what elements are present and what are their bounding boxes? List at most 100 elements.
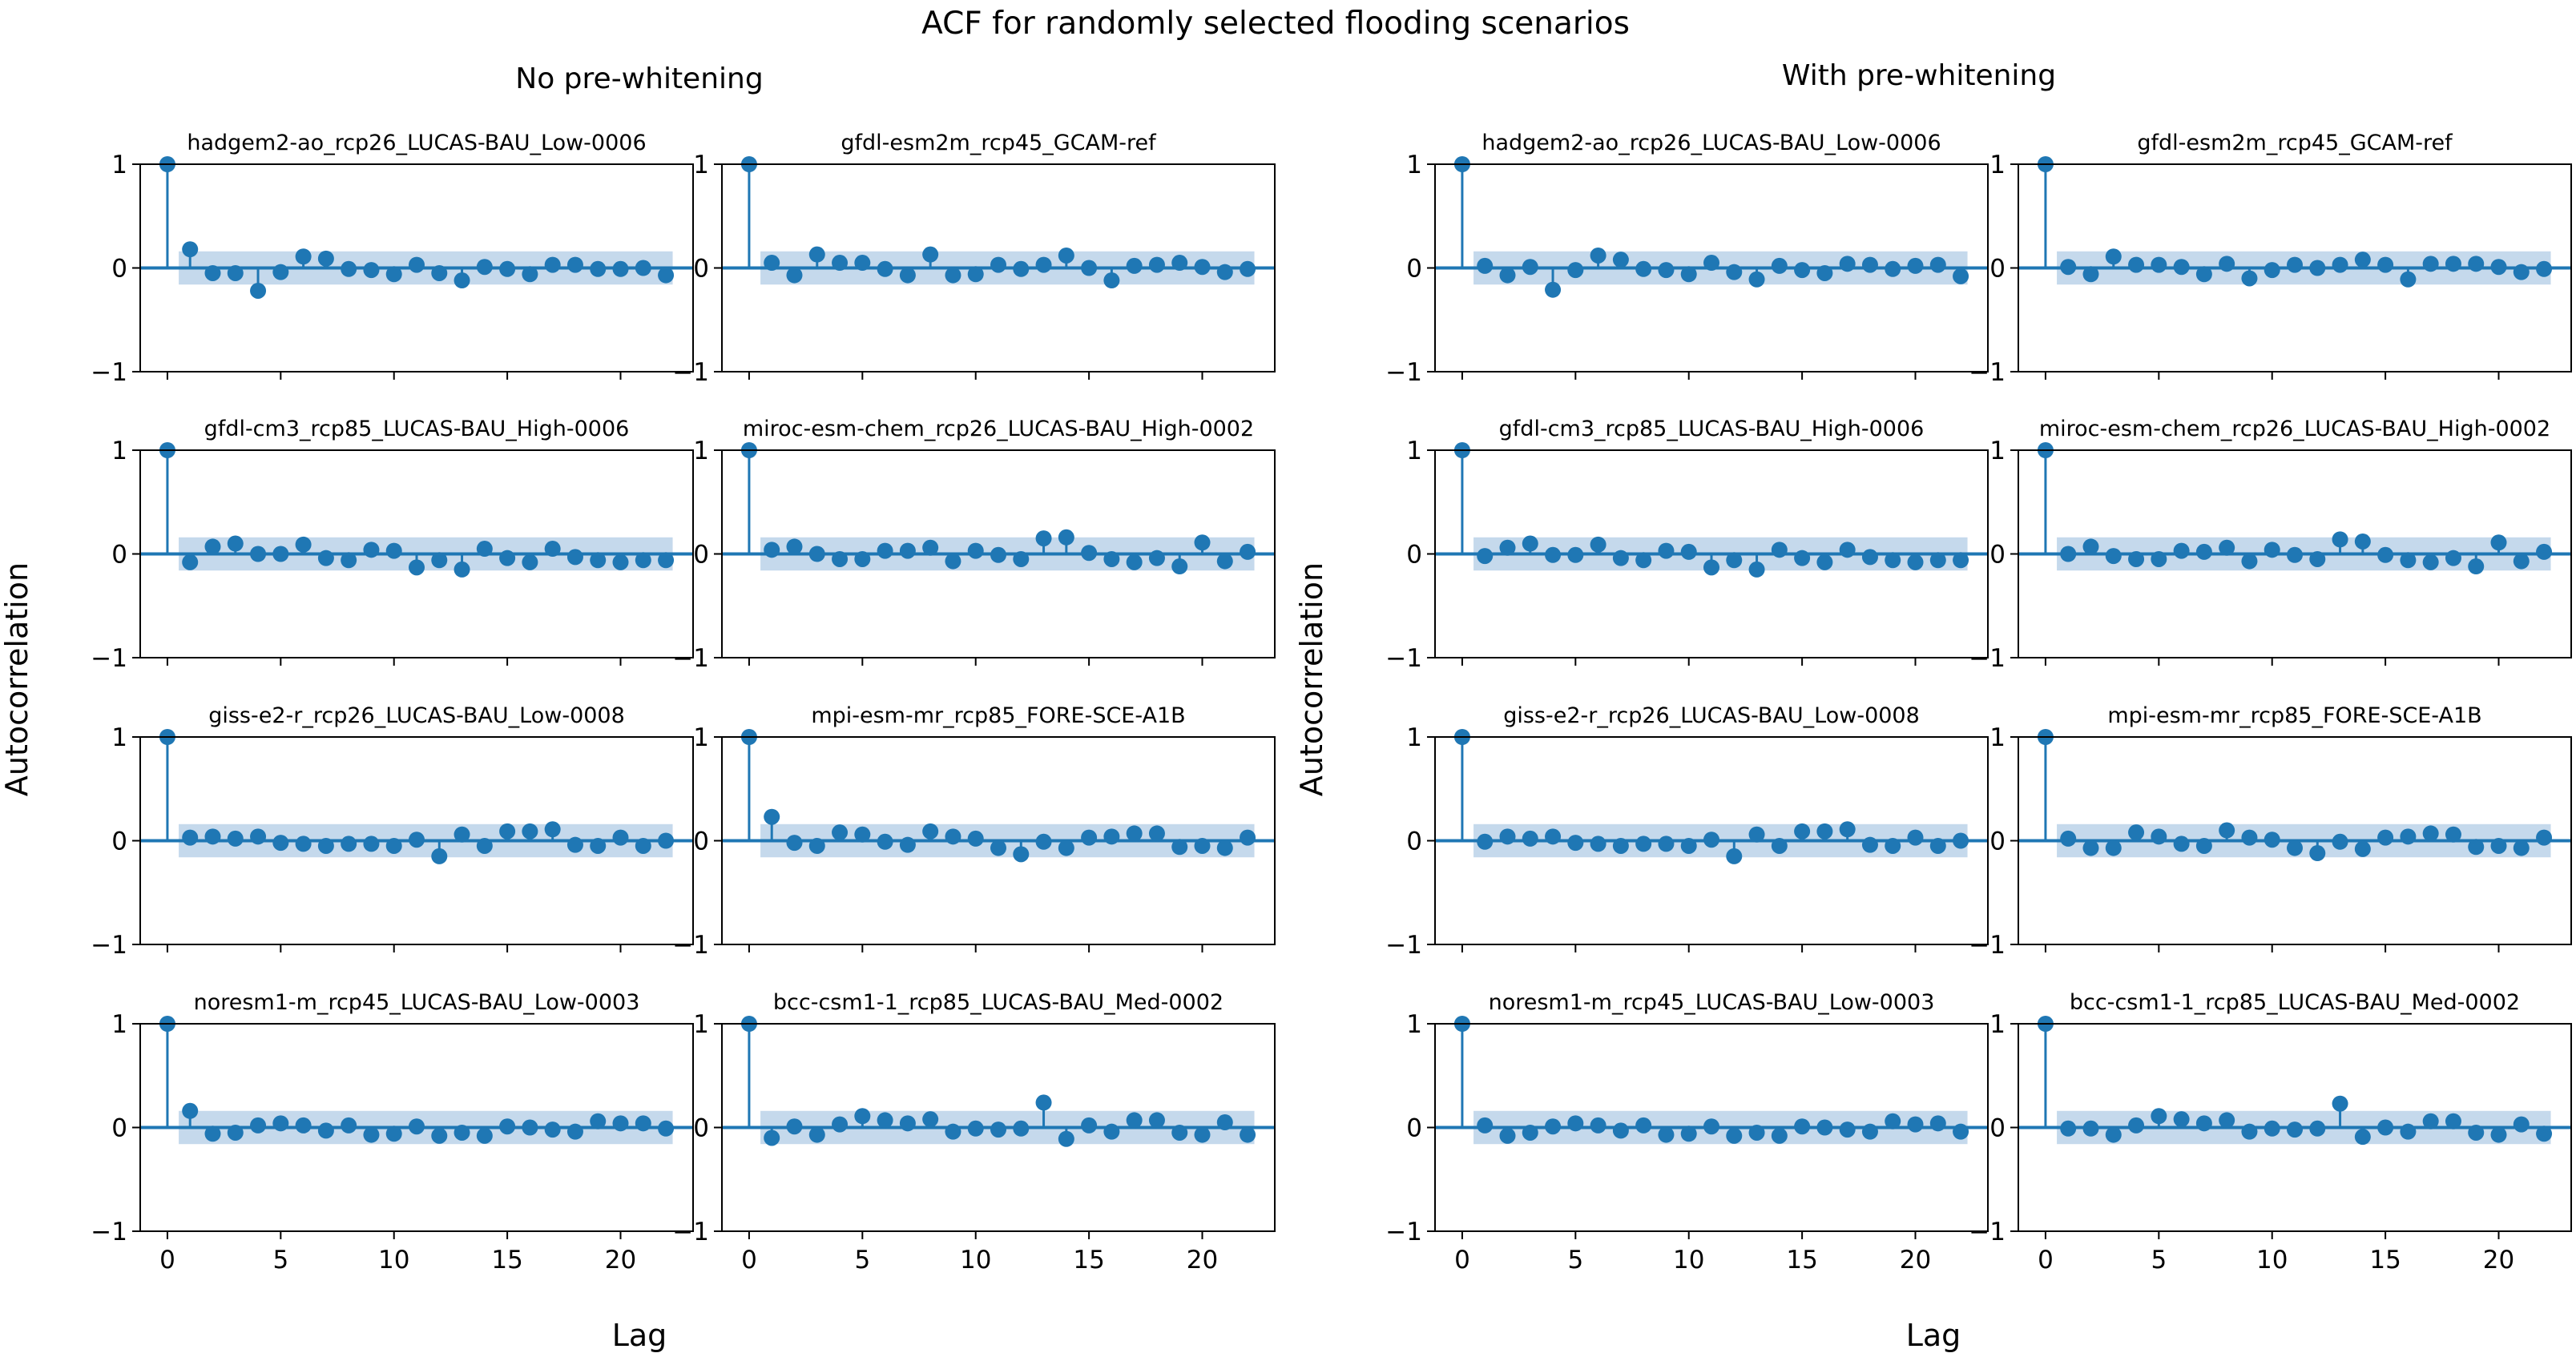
- acf-marker: [1545, 1118, 1562, 1135]
- acf-marker: [1590, 836, 1606, 852]
- acf-marker: [2445, 826, 2461, 843]
- subplot-title: gfdl-esm2m_rcp45_GCAM-ref: [841, 131, 1157, 155]
- y-tick-label: −1: [672, 358, 709, 387]
- acf-marker: [922, 1111, 939, 1128]
- acf-marker: [2536, 829, 2553, 846]
- acf-marker: [341, 260, 357, 277]
- acf-marker: [2264, 542, 2280, 558]
- acf-marker: [764, 1130, 780, 1146]
- acf-marker: [1240, 829, 1256, 846]
- y-tick-label: −1: [91, 1218, 127, 1246]
- acf-marker: [2536, 1125, 2553, 1142]
- acf-marker: [854, 826, 871, 843]
- acf-marker: [1058, 529, 1074, 546]
- acf-marker: [544, 256, 561, 273]
- acf-marker: [272, 546, 289, 562]
- acf-marker: [2151, 256, 2167, 273]
- acf-marker: [786, 835, 803, 852]
- acf-marker: [967, 1120, 984, 1137]
- acf-marker: [1148, 1112, 1165, 1129]
- acf-marker: [2195, 266, 2212, 283]
- acf-marker: [1522, 830, 1538, 847]
- y-tick-label: 1: [693, 151, 709, 179]
- acf-subplot: miroc-esm-chem_rcp26_LUCAS-BAU_High-0002…: [672, 417, 1276, 673]
- acf-marker: [2377, 829, 2394, 846]
- acf-marker: [2445, 550, 2461, 566]
- acf-marker: [2468, 839, 2485, 856]
- acf-marker: [566, 836, 583, 853]
- acf-marker: [1794, 823, 1811, 840]
- acf-marker: [476, 259, 493, 276]
- acf-marker: [1477, 548, 1494, 565]
- acf-marker: [2264, 262, 2280, 279]
- acf-marker: [2241, 553, 2258, 570]
- acf-marker: [1081, 545, 1098, 562]
- acf-marker: [1216, 1114, 1233, 1131]
- acf-marker: [1771, 542, 1788, 558]
- acf-marker: [2536, 543, 2553, 560]
- acf-marker: [922, 823, 939, 840]
- acf-marker: [227, 264, 244, 281]
- acf-marker: [1839, 542, 1856, 558]
- acf-marker: [454, 561, 470, 578]
- y-tick-label: 0: [111, 541, 127, 570]
- acf-marker: [1703, 832, 1719, 848]
- acf-marker: [204, 264, 221, 281]
- acf-marker: [431, 264, 448, 281]
- acf-marker: [454, 826, 470, 843]
- acf-marker: [2332, 256, 2348, 273]
- acf-marker: [385, 837, 402, 854]
- acf-marker: [295, 1117, 312, 1134]
- acf-marker: [1794, 550, 1811, 566]
- acf-marker: [1861, 549, 1878, 566]
- acf-marker: [1058, 247, 1074, 264]
- y-tick-label: 0: [111, 1114, 127, 1143]
- acf-marker: [1081, 829, 1098, 846]
- acf-marker: [1658, 542, 1675, 559]
- x-tick-label: 0: [741, 1246, 757, 1274]
- acf-marker: [2128, 256, 2145, 273]
- acf-subplot: mpi-esm-mr_rcp85_FORE-SCE-A1B −1 0 1: [1969, 703, 2572, 960]
- y-tick-label: 1: [111, 151, 127, 179]
- acf-subplot: hadgem2-ao_rcp26_LUCAS-BAU_Low-0006 −1 0 1: [1385, 131, 1989, 387]
- acf-marker: [590, 1113, 607, 1130]
- acf-subplot: gfdl-esm2m_rcp45_GCAM-ref −1 0 1: [1969, 131, 2572, 387]
- x-tick-label: 0: [2038, 1246, 2054, 1274]
- acf-marker: [204, 1125, 221, 1142]
- acf-marker: [544, 1121, 561, 1138]
- acf-marker: [854, 550, 871, 567]
- acf-marker: [1013, 260, 1030, 277]
- acf-marker: [1680, 837, 1697, 854]
- acf-marker: [1794, 1118, 1811, 1135]
- acf-marker: [922, 539, 939, 556]
- acf-marker: [2287, 1121, 2303, 1138]
- x-tick-label: 10: [960, 1246, 991, 1274]
- acf-marker: [990, 840, 1006, 856]
- acf-marker: [227, 1124, 244, 1141]
- acf-marker: [2105, 548, 2122, 565]
- y-tick-label: −1: [1385, 644, 1422, 673]
- acf-marker: [2060, 830, 2077, 847]
- acf-marker: [764, 808, 780, 825]
- y-tick-label: 0: [1989, 255, 2006, 284]
- x-tick-label: 15: [491, 1246, 522, 1274]
- acf-marker: [1929, 256, 1946, 273]
- acf-marker: [204, 828, 221, 845]
- acf-marker: [1126, 825, 1143, 842]
- acf-marker: [2422, 554, 2439, 570]
- acf-marker: [990, 1121, 1006, 1138]
- subplot-grid: hadgem2-ao_rcp26_LUCAS-BAU_Low-0006−101g…: [91, 131, 2572, 1274]
- acf-marker: [341, 836, 357, 852]
- acf-marker: [182, 1102, 199, 1119]
- acf-marker: [1658, 262, 1675, 279]
- acf-marker: [854, 1108, 871, 1125]
- acf-marker: [1771, 1127, 1788, 1144]
- acf-marker: [1499, 267, 1516, 284]
- acf-marker: [2354, 1129, 2371, 1146]
- acf-marker: [1748, 826, 1765, 843]
- acf-marker: [786, 267, 803, 284]
- x-tick-label: 20: [605, 1246, 636, 1274]
- subplot-title: gfdl-cm3_rcp85_LUCAS-BAU_High-0006: [204, 417, 630, 441]
- acf-marker: [2195, 543, 2212, 560]
- acf-marker: [1929, 837, 1946, 854]
